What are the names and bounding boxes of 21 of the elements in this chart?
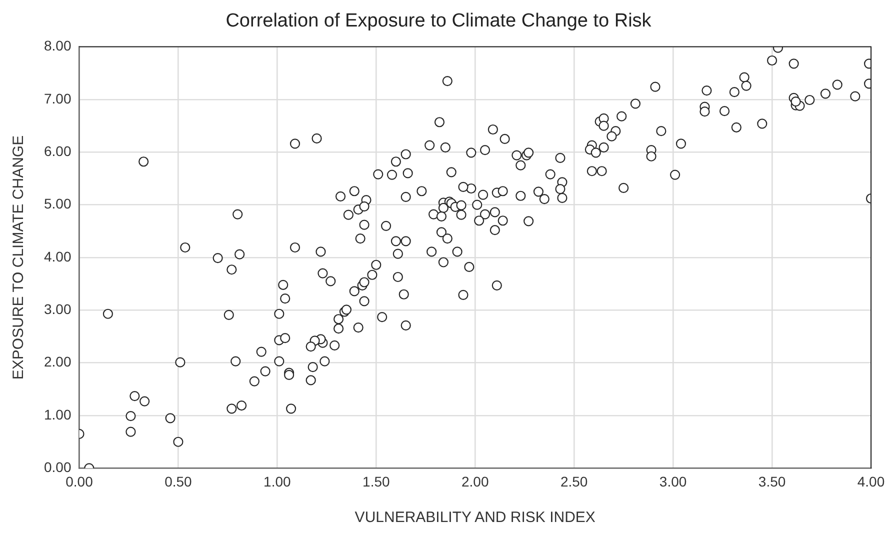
x-tick-label: 3.00 (659, 473, 687, 490)
x-tick-label: 2.00 (462, 473, 489, 490)
chart-title: Correlation of Exposure to Climate Change to Risk (226, 10, 652, 32)
y-tick-label: 2.00 (44, 354, 72, 370)
y-tick-label: 3.00 (44, 301, 72, 318)
x-tick-label: 4.00 (857, 473, 885, 490)
y-tick-label: 0.00 (44, 459, 72, 476)
x-tick-label: 3.50 (758, 473, 786, 490)
x-tick-label: 1.50 (362, 473, 390, 490)
y-tick-label: 6.00 (44, 143, 72, 160)
x-tick-label: 1.00 (264, 473, 292, 490)
x-tick-label: 2.50 (560, 473, 588, 490)
y-tick-label: 5.00 (44, 196, 72, 212)
x-tick-label: 0.50 (164, 473, 192, 490)
y-tick-label: 7.00 (44, 90, 72, 106)
x-tick-label: 0.00 (66, 473, 94, 490)
y-axis-title: EXPOSURE TO CLIMATE CHANGE (10, 135, 28, 380)
y-tick-label: 8.00 (44, 38, 72, 54)
y-tick-label: 1.00 (44, 406, 72, 422)
y-tick-label: 4.00 (44, 248, 72, 264)
x-axis-title: VULNERABILITY AND RISK INDEX (354, 509, 596, 526)
